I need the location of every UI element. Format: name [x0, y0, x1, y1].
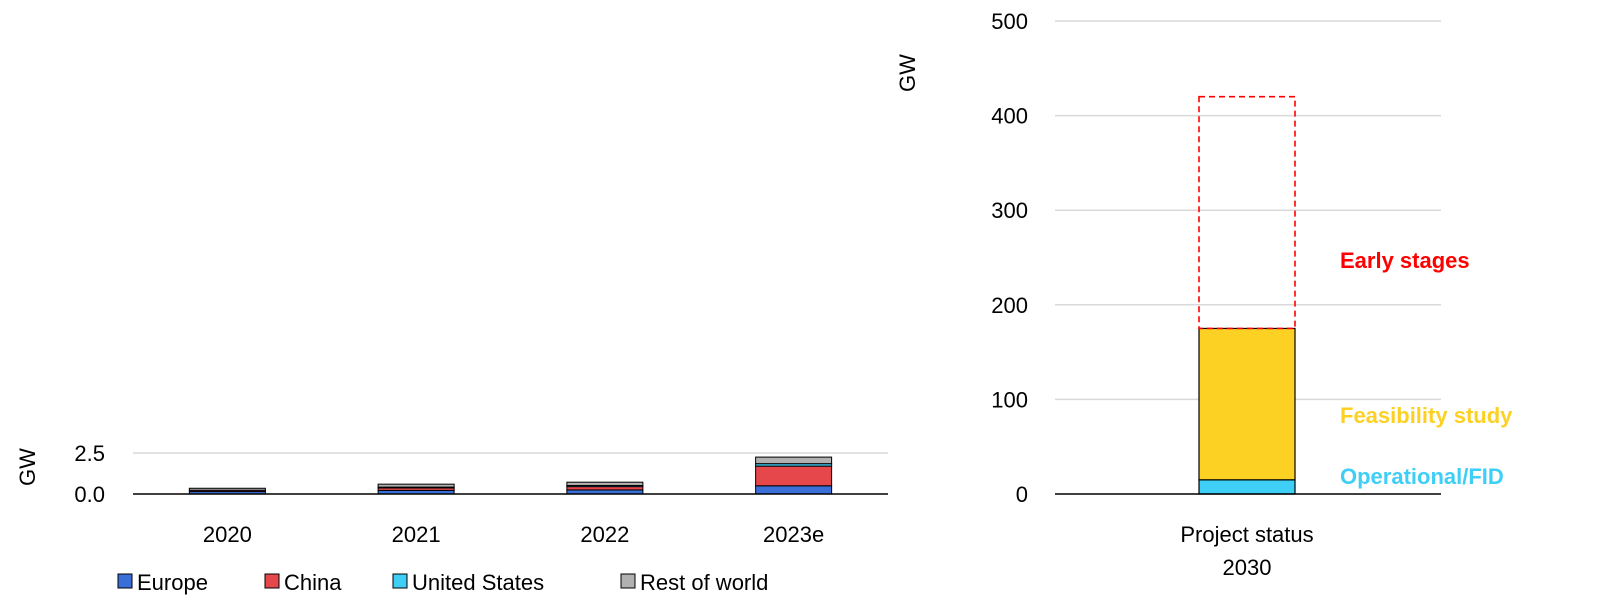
right-y-tick-labels: 0 100 200 300 400 500	[991, 9, 1028, 507]
bar-operational-fid	[1198, 479, 1296, 495]
legend-label-united-states: United States	[412, 570, 544, 595]
legend-label-china: China	[284, 570, 342, 595]
left-x-tick-label: 2021	[392, 522, 441, 547]
left-x-tick-label: 2020	[203, 522, 252, 547]
right-y-tick-label: 100	[991, 387, 1028, 412]
legend-swatch-rest-of-world	[620, 573, 636, 589]
right-bars	[1198, 95, 1296, 495]
left-x-tick-labels: 2020 2021 2022 2023e	[203, 522, 824, 547]
left-y-axis-label: GW	[15, 448, 40, 486]
bar-rest-of-world-2022	[566, 481, 644, 486]
bar-rest-of-world-2023e	[755, 456, 833, 465]
legend-label-europe: Europe	[137, 570, 208, 595]
annotation-early-stages: Early stages	[1340, 248, 1470, 273]
left-x-tick-label: 2022	[580, 522, 629, 547]
bar-europe-2023e	[755, 485, 833, 495]
bar-early-stages	[1198, 95, 1296, 330]
left-y-tick-label: 0.0	[74, 482, 105, 507]
right-y-tick-label: 300	[991, 198, 1028, 223]
right-y-tick-label: 400	[991, 104, 1028, 129]
right-y-axis-label: GW	[895, 54, 920, 92]
bar-feasibility-study	[1198, 327, 1296, 481]
right-y-tick-label: 200	[991, 293, 1028, 318]
left-bars	[188, 456, 833, 495]
right-x-tick-label-line2: 2030	[1223, 555, 1272, 580]
left-y-tick-label: 2.5	[74, 441, 105, 466]
annotation-feasibility-study: Feasibility study	[1340, 403, 1513, 428]
left-y-tick-labels: 0.0 2.5	[74, 441, 105, 507]
legend-label-rest-of-world: Rest of world	[640, 570, 768, 595]
right-y-tick-label: 500	[991, 9, 1028, 34]
legend-swatch-europe	[117, 573, 133, 589]
annotation-operational-fid: Operational/FID	[1340, 464, 1504, 489]
legend-swatch-china	[264, 573, 280, 589]
legend-swatch-united-states	[392, 573, 408, 589]
left-legend: Europe China United States Rest of world	[117, 570, 768, 595]
right-y-tick-label: 0	[1016, 482, 1028, 507]
right-x-tick-label-line1: Project status	[1180, 522, 1313, 547]
left-x-tick-label: 2023e	[763, 522, 824, 547]
bar-rest-of-world-2021	[377, 483, 455, 488]
bar-rest-of-world-2020	[188, 487, 266, 491]
left-chart: 0.0 2.5 2020 2021 2022 2023e GW Europe China U…	[15, 441, 888, 595]
bar-china-2023e	[755, 465, 833, 487]
